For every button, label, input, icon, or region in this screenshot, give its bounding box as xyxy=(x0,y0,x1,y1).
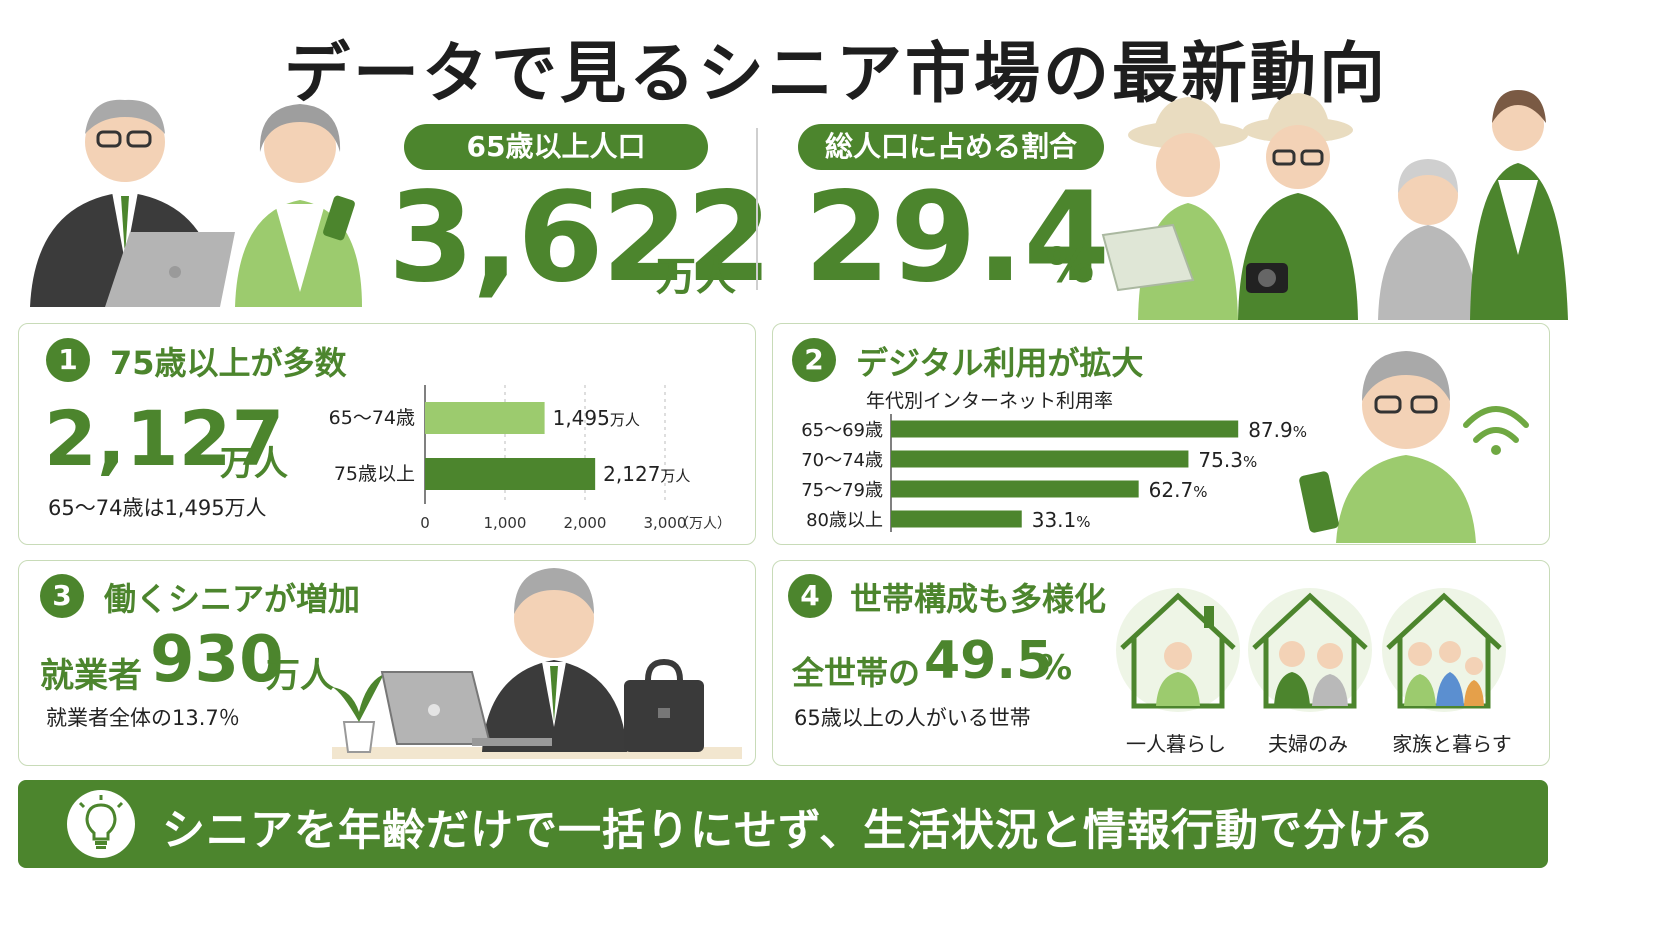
single-living-house-icon xyxy=(1116,588,1240,712)
section-2-title: デジタル利用が拡大 xyxy=(856,344,1144,382)
bar xyxy=(891,510,1022,528)
share-label: 総人口に占める割合 xyxy=(798,124,1104,170)
bar-value-label: 75.3% xyxy=(1198,448,1257,472)
category-label: 65～69歳 xyxy=(801,420,883,441)
section-3-unit: 万人 xyxy=(266,656,334,696)
bar-value-label: 87.9% xyxy=(1248,418,1307,442)
share-unit: % xyxy=(1046,238,1095,294)
senior-man-camera-icon xyxy=(1238,93,1358,320)
senior-man-laptop-icon xyxy=(30,99,235,307)
section-3-value: 930 xyxy=(150,623,284,697)
bar xyxy=(425,458,596,490)
laptop-icon xyxy=(380,671,552,746)
x-tick-label: 0 xyxy=(420,514,430,532)
share-value: 29.4 xyxy=(804,166,1110,310)
lightbulb-icon xyxy=(67,790,135,858)
section-1-number: 1 xyxy=(46,338,90,382)
section-2-number: 2 xyxy=(792,338,836,382)
category-label: 75歳以上 xyxy=(334,463,415,485)
senior-smartphone-illustration xyxy=(1299,351,1529,543)
population-value: 3,622 xyxy=(388,166,772,310)
section-1-title: 75歳以上が多数 xyxy=(110,344,347,382)
bar xyxy=(891,420,1239,438)
x-tick-label: 3,000 xyxy=(644,514,687,532)
section-3-note: 就業者全体の13.7％ xyxy=(46,706,240,730)
section-1-unit: 万人 xyxy=(220,444,288,484)
senior-woman-phone-icon xyxy=(235,104,362,307)
page-title: データで見るシニア市場の最新動向 xyxy=(284,35,1388,112)
section-4-prefix: 全世帯の xyxy=(792,654,921,692)
bar-value-label: 62.7% xyxy=(1149,478,1208,502)
headline-divider xyxy=(756,128,758,290)
bar xyxy=(891,480,1139,498)
bar-value-label: 33.1% xyxy=(1032,508,1091,532)
population-unit: 万人 xyxy=(656,254,736,300)
section-1-note: 65～74歳は1,495万人 xyxy=(48,496,267,520)
house-label-couple: 夫婦のみ xyxy=(1268,732,1348,756)
bar-value-label: 2,127万人 xyxy=(603,462,690,486)
section-3-title: 働くシニアが増加 xyxy=(104,580,361,618)
seniors-travel-care-illustration xyxy=(1101,90,1568,320)
section-4-title: 世帯構成も多様化 xyxy=(850,580,1107,618)
wifi-icon xyxy=(1463,406,1529,455)
population-label: 65歳以上人口 xyxy=(404,124,708,170)
section-3-prefix: 就業者 xyxy=(40,656,142,696)
couple-house-icon xyxy=(1248,588,1372,712)
house-label-single: 一人暮らし xyxy=(1126,732,1226,756)
x-tick-label: 2,000 xyxy=(564,514,607,532)
section-1-panel xyxy=(18,323,756,545)
section-1-value: 2,127 xyxy=(44,394,285,483)
category-label: 75～79歳 xyxy=(801,480,883,501)
footer-banner xyxy=(18,780,1548,868)
section-4-number: 4 xyxy=(788,574,832,618)
bar xyxy=(891,450,1189,468)
senior-man-working-icon xyxy=(482,568,627,752)
briefcase-icon xyxy=(624,658,704,752)
working-senior-illustration xyxy=(332,568,742,759)
seniors-with-devices-illustration xyxy=(30,99,362,307)
footer-text: シニアを年齢だけで一括りにせず、生活状況と情報行動で分ける xyxy=(162,806,1435,856)
senior-man-smartphone-icon xyxy=(1299,351,1476,543)
section-4-unit: % xyxy=(1038,648,1073,688)
section-4-note: 65歳以上の人がいる世帯 xyxy=(794,706,1031,730)
senior-woman-map-icon xyxy=(1101,97,1248,320)
category-label: 80歳以上 xyxy=(806,510,883,531)
x-unit-label: （万人） xyxy=(675,516,731,532)
household-types-illustration xyxy=(1116,588,1506,712)
internet-chart-title: 年代別インターネット利用率 xyxy=(866,390,1114,412)
house-label-family: 家族と暮らす xyxy=(1392,732,1512,756)
x-tick-label: 1,000 xyxy=(484,514,527,532)
internet-usage-bar-chart: 65～69歳 87.9% 70～74歳 75.3% 75～79歳 62.7% 80歳以上 33… xyxy=(801,414,1307,532)
senior-wheelchair-caregiver-icon xyxy=(1378,90,1568,320)
age-population-bar-chart: 0 1,000 2,000 3,000（万人） 65～74歳 1,495万人 75歳以上 2… xyxy=(329,385,731,532)
potted-plant-icon xyxy=(332,674,384,753)
section-4-value: 49.5 xyxy=(924,631,1053,691)
bar xyxy=(425,402,545,434)
family-house-icon xyxy=(1382,588,1506,712)
bar-value-label: 1,495万人 xyxy=(553,406,640,430)
section-3-number: 3 xyxy=(40,574,84,618)
category-label: 70～74歳 xyxy=(801,450,883,471)
category-label: 65～74歳 xyxy=(329,407,415,429)
